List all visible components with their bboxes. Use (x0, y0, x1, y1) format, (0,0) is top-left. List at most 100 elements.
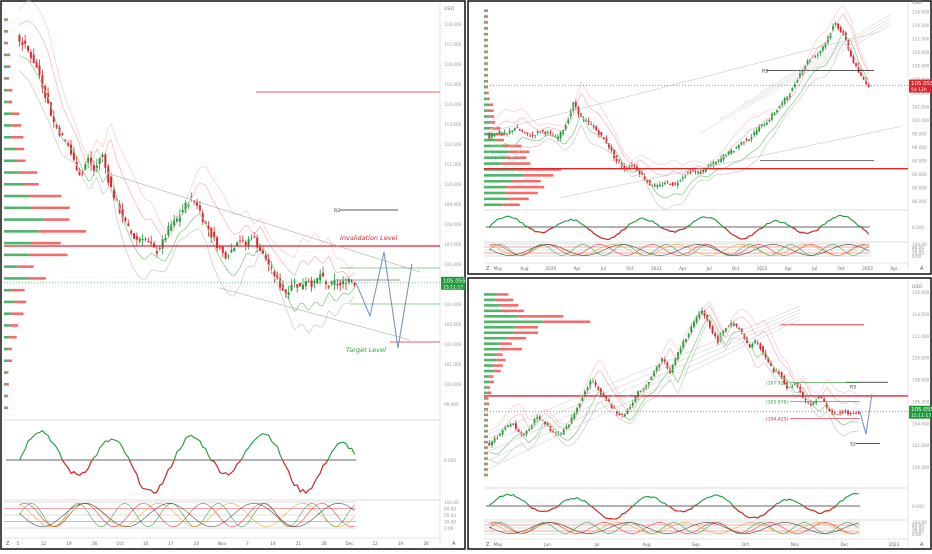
y-tick-label: 107.000 (444, 242, 462, 247)
volume-profile-bar-down (515, 325, 539, 329)
candle-body (273, 271, 276, 277)
volume-profile-bar-up (484, 342, 500, 345)
volume-profile-bar-up (484, 179, 513, 183)
candle-body (621, 413, 624, 415)
volume-profile-bar-down (8, 347, 13, 351)
projection-path (355, 251, 413, 349)
volume-profile-bar-up (4, 206, 31, 210)
candle-body (852, 413, 855, 415)
candle-body (804, 399, 807, 401)
candle-body (799, 73, 801, 78)
candle-body (313, 281, 316, 283)
candle-body (491, 440, 493, 446)
candle-body (618, 413, 621, 416)
candle-body (674, 183, 677, 185)
candle-body (38, 65, 41, 76)
candle-body (133, 233, 136, 239)
candle-body (533, 418, 536, 424)
candle-body (501, 132, 503, 134)
volume-profile-bar-up (484, 9, 486, 12)
candle-body (525, 430, 528, 435)
x-tick-label: 21 (296, 541, 302, 546)
timezone-icon: Z (486, 266, 490, 272)
axis-title: USD (444, 6, 454, 12)
candle-body (745, 139, 748, 141)
candle-body (695, 316, 698, 323)
y-tick-label: 110.000 (912, 50, 930, 55)
candle-body (602, 137, 605, 140)
candle-body (801, 391, 804, 398)
volume-profile-bar-up (4, 77, 7, 80)
candle-body (316, 277, 319, 284)
candle-body (549, 132, 552, 134)
upper-band-line (489, 4, 870, 166)
candle-body (124, 217, 127, 221)
candle-body (597, 387, 600, 391)
candle-body (190, 196, 193, 199)
x-tick-label: 14 (270, 541, 276, 546)
candle-body (735, 147, 738, 149)
y-tick-label: 116.000 (912, 290, 930, 295)
volume-profile-bar-down (7, 65, 11, 68)
lower-band-line (489, 313, 859, 455)
candle-body (147, 240, 150, 242)
candle-body (821, 46, 824, 51)
left-chart[interactable]: 118.000 117.000 116.000 115.000 114.000 113.0… (4, 0, 466, 547)
candle-body (236, 242, 239, 247)
stoch-line (489, 244, 869, 256)
candle-body (227, 255, 230, 257)
candle-body (825, 402, 828, 408)
stoch-line (19, 502, 355, 528)
candle-body (61, 133, 64, 135)
candle-body (539, 131, 542, 133)
volume-profile-bar-down (489, 380, 494, 384)
candle-body (767, 357, 770, 363)
volume-profile-bar-down (499, 304, 519, 307)
x-tick-label: Oct (742, 542, 750, 547)
x-tick-label: Oct (732, 266, 740, 271)
candle-body (605, 138, 608, 144)
volume-profile-bar-up (484, 446, 486, 449)
candle-body (760, 124, 763, 126)
candle-body (178, 215, 181, 222)
top-right-chart[interactable]: 116.000114.000112.000110.000108.000106.0… (483, 0, 932, 272)
volume-profile-bar-down (502, 203, 520, 207)
volume-profile-bar-down (486, 391, 492, 395)
volume-profile-bar-down (5, 406, 8, 410)
candle-body (783, 376, 786, 385)
candle-body (804, 65, 806, 70)
bottom-right-chart[interactable]: 116.000 114.000 112.000 110.000 108.000 106.0… (484, 279, 932, 548)
candle-body (770, 362, 772, 366)
x-tick-label: 2020 (545, 266, 556, 271)
fan-line (487, 319, 801, 470)
candle-body (762, 346, 764, 354)
x-tick-label: May (494, 266, 503, 271)
fan-line (487, 312, 801, 452)
y-tick-label: 109.000 (444, 202, 462, 207)
candle-body (562, 429, 565, 435)
candle-body (833, 412, 836, 414)
candle-body (193, 201, 196, 203)
candle-body (634, 396, 637, 403)
candle-body (732, 150, 735, 153)
volume-profile-bar-up (484, 397, 487, 400)
volume-profile-bar-up (484, 320, 543, 324)
x-tick-label: 7 (246, 541, 249, 546)
candle-body (722, 154, 725, 160)
volume-profile-bar-up (484, 50, 486, 54)
candle-body (661, 358, 663, 363)
candle-body (75, 162, 78, 171)
stoch-tick-label: 100.00 (444, 500, 459, 505)
volume-profile-bar-down (486, 32, 488, 36)
candle-body (692, 170, 694, 172)
candle-body (181, 209, 184, 213)
candle-body (198, 205, 201, 211)
volume-profile-bar-down (486, 56, 488, 59)
volume-profile-bar-down (499, 342, 512, 345)
volume-profile-bar-up (4, 371, 7, 374)
candle-body (727, 151, 730, 155)
invalidation-label: Invalidation Level (340, 234, 398, 242)
upper-band-line (489, 13, 870, 176)
candle-body (819, 50, 822, 54)
